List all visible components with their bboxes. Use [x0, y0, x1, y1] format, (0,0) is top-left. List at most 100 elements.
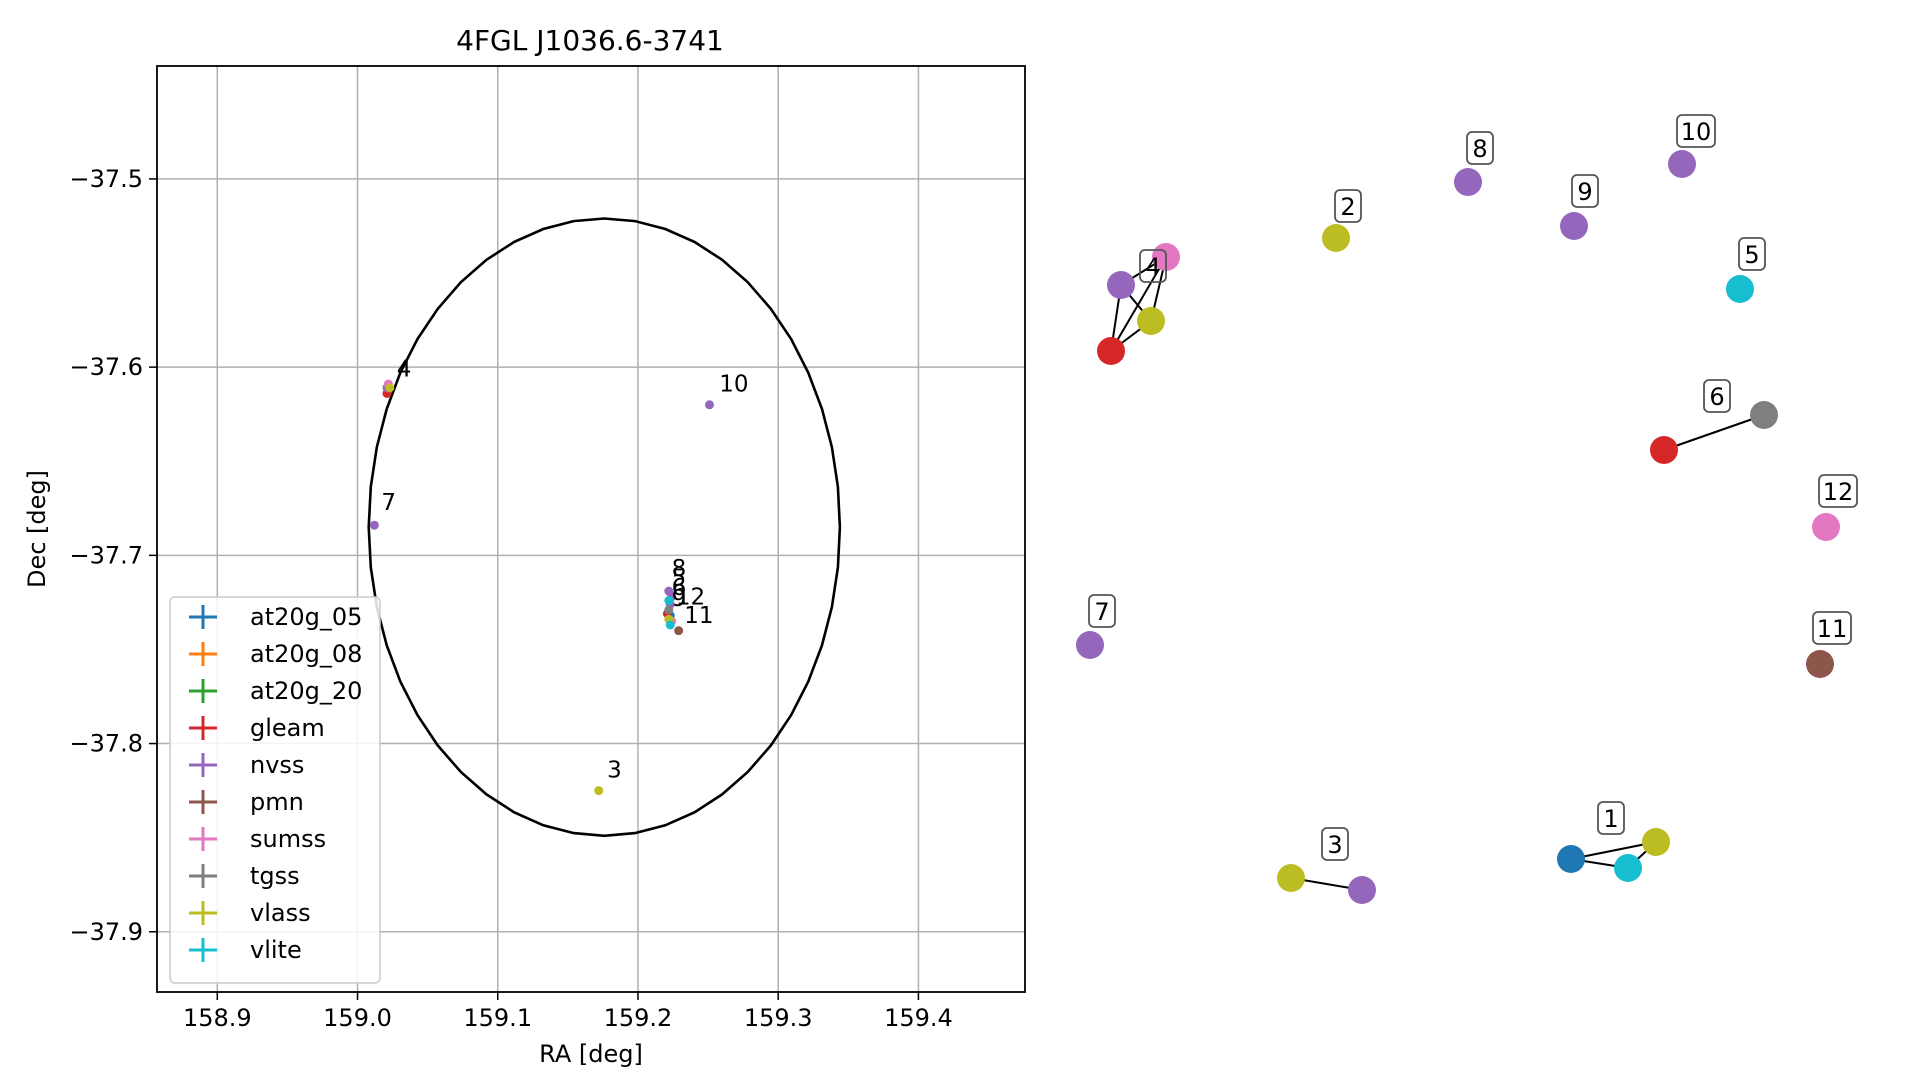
graph-label: 6 — [1709, 383, 1724, 411]
legend-label: vlass — [250, 899, 311, 927]
legend-label: at20g_08 — [250, 640, 362, 668]
y-tick-label: −37.9 — [69, 918, 143, 946]
legend-label: nvss — [250, 751, 304, 779]
graph-label-box — [1321, 827, 1349, 861]
graph-node — [1668, 150, 1696, 178]
ellipse-layer — [367, 217, 842, 838]
legend-label: vlite — [250, 936, 302, 964]
graph-node — [1614, 854, 1642, 882]
graph-label-box — [1812, 611, 1852, 645]
legend-label: tgss — [250, 862, 300, 890]
graph-label: 8 — [1472, 135, 1487, 163]
graph-label-box — [1334, 189, 1362, 223]
x-tick-label: 158.9 — [183, 1004, 252, 1032]
graph-node — [1560, 212, 1588, 240]
point-annotation: 6 — [672, 575, 687, 601]
y-tick-label: −37.7 — [69, 541, 143, 569]
graph-edges — [1110, 256, 1765, 891]
graph-node — [1642, 828, 1670, 856]
graph-edge — [1570, 841, 1657, 860]
legend-label: at20g_05 — [250, 603, 362, 631]
point-annotation: 9 — [672, 586, 687, 612]
graph-node — [1812, 513, 1840, 541]
graph-label: 4 — [1145, 253, 1160, 281]
data-point-vlite — [664, 596, 674, 606]
graph-node — [1322, 224, 1350, 252]
graph-label-box — [1703, 379, 1731, 413]
graph-label-box — [1738, 237, 1766, 271]
x-tick-label: 159.0 — [323, 1004, 392, 1032]
chart-title: 4FGL J1036.6-3741 — [456, 24, 724, 57]
data-point-vlass — [385, 383, 395, 393]
graph-node — [1806, 650, 1834, 678]
graph-label-box — [1818, 474, 1858, 508]
graph-nodes — [1076, 150, 1840, 904]
point-annotation: 8 — [672, 556, 687, 582]
graph-labels: 4 2 8 9 10 5 6 12 7 11 3 1 — [1088, 114, 1858, 861]
graph-label-box — [1676, 114, 1716, 148]
point-annotation: 12 — [676, 584, 705, 610]
error-ellipse — [367, 217, 842, 838]
legend-box — [169, 596, 381, 984]
data-point-vlass — [594, 786, 604, 796]
plot-frame — [156, 65, 1026, 993]
legend-label: at20g_20 — [250, 677, 362, 705]
point-annotation: 11 — [684, 603, 713, 629]
graph-node — [1726, 275, 1754, 303]
y-tick-label: −37.8 — [69, 730, 143, 758]
graph-label: 12 — [1823, 478, 1854, 506]
graph-label-box — [1571, 174, 1599, 208]
graph-label: 3 — [1327, 831, 1342, 859]
point-annotation: 10 — [719, 372, 748, 398]
graph-edge — [1663, 414, 1765, 451]
legend-label: gleam — [250, 714, 325, 742]
graph-node — [1557, 845, 1585, 873]
x-axis-label: RA [deg] — [539, 1040, 643, 1068]
graph-node — [1750, 401, 1778, 429]
graph-node — [1348, 876, 1376, 904]
graph-label: 7 — [1094, 598, 1109, 626]
network-graph: 4 2 8 9 10 5 6 12 7 11 3 1 — [1076, 114, 1858, 904]
point-annotation: 7 — [381, 490, 396, 516]
graph-label: 1 — [1603, 805, 1618, 833]
graph-label: 10 — [1681, 118, 1712, 146]
graph-label: 11 — [1817, 615, 1848, 643]
data-point-nvss — [704, 400, 714, 410]
graph-label-box — [1597, 801, 1625, 835]
x-tick-label: 159.4 — [884, 1004, 953, 1032]
data-point-tgss — [664, 605, 674, 615]
y-tick-label: −37.6 — [69, 353, 143, 381]
y-axis-label: Dec [deg] — [23, 470, 51, 588]
data-point-nvss — [369, 520, 379, 530]
graph-label-box — [1088, 594, 1116, 628]
legend-label: pmn — [250, 788, 304, 816]
graph-label: 9 — [1577, 178, 1592, 206]
graph-label-box — [1466, 131, 1494, 165]
y-tick-label: −37.5 — [69, 165, 143, 193]
graph-label: 5 — [1744, 241, 1759, 269]
graph-node — [1454, 168, 1482, 196]
data-point-vlite — [665, 620, 675, 630]
data-point-pmn — [674, 626, 684, 636]
graph-node — [1137, 307, 1165, 335]
x-tick-label: 159.2 — [604, 1004, 673, 1032]
point-annotation: 4 — [397, 357, 412, 383]
graph-node — [1097, 337, 1125, 365]
x-tick-label: 159.3 — [744, 1004, 813, 1032]
graph-label: 2 — [1340, 193, 1355, 221]
graph-node — [1107, 271, 1135, 299]
x-tick-label: 159.1 — [463, 1004, 532, 1032]
legend-label: sumss — [250, 825, 326, 853]
graph-node — [1277, 864, 1305, 892]
graph-node — [1650, 436, 1678, 464]
graph-edge — [1110, 256, 1167, 352]
y-axis-ticks: −37.5 −37.6 −37.7 −37.8 −37.9 — [69, 165, 157, 946]
graph-label-box — [1139, 249, 1167, 283]
point-annotation: 3 — [607, 757, 622, 783]
data-points — [369, 379, 714, 796]
point-annotation: 5 — [672, 565, 687, 591]
